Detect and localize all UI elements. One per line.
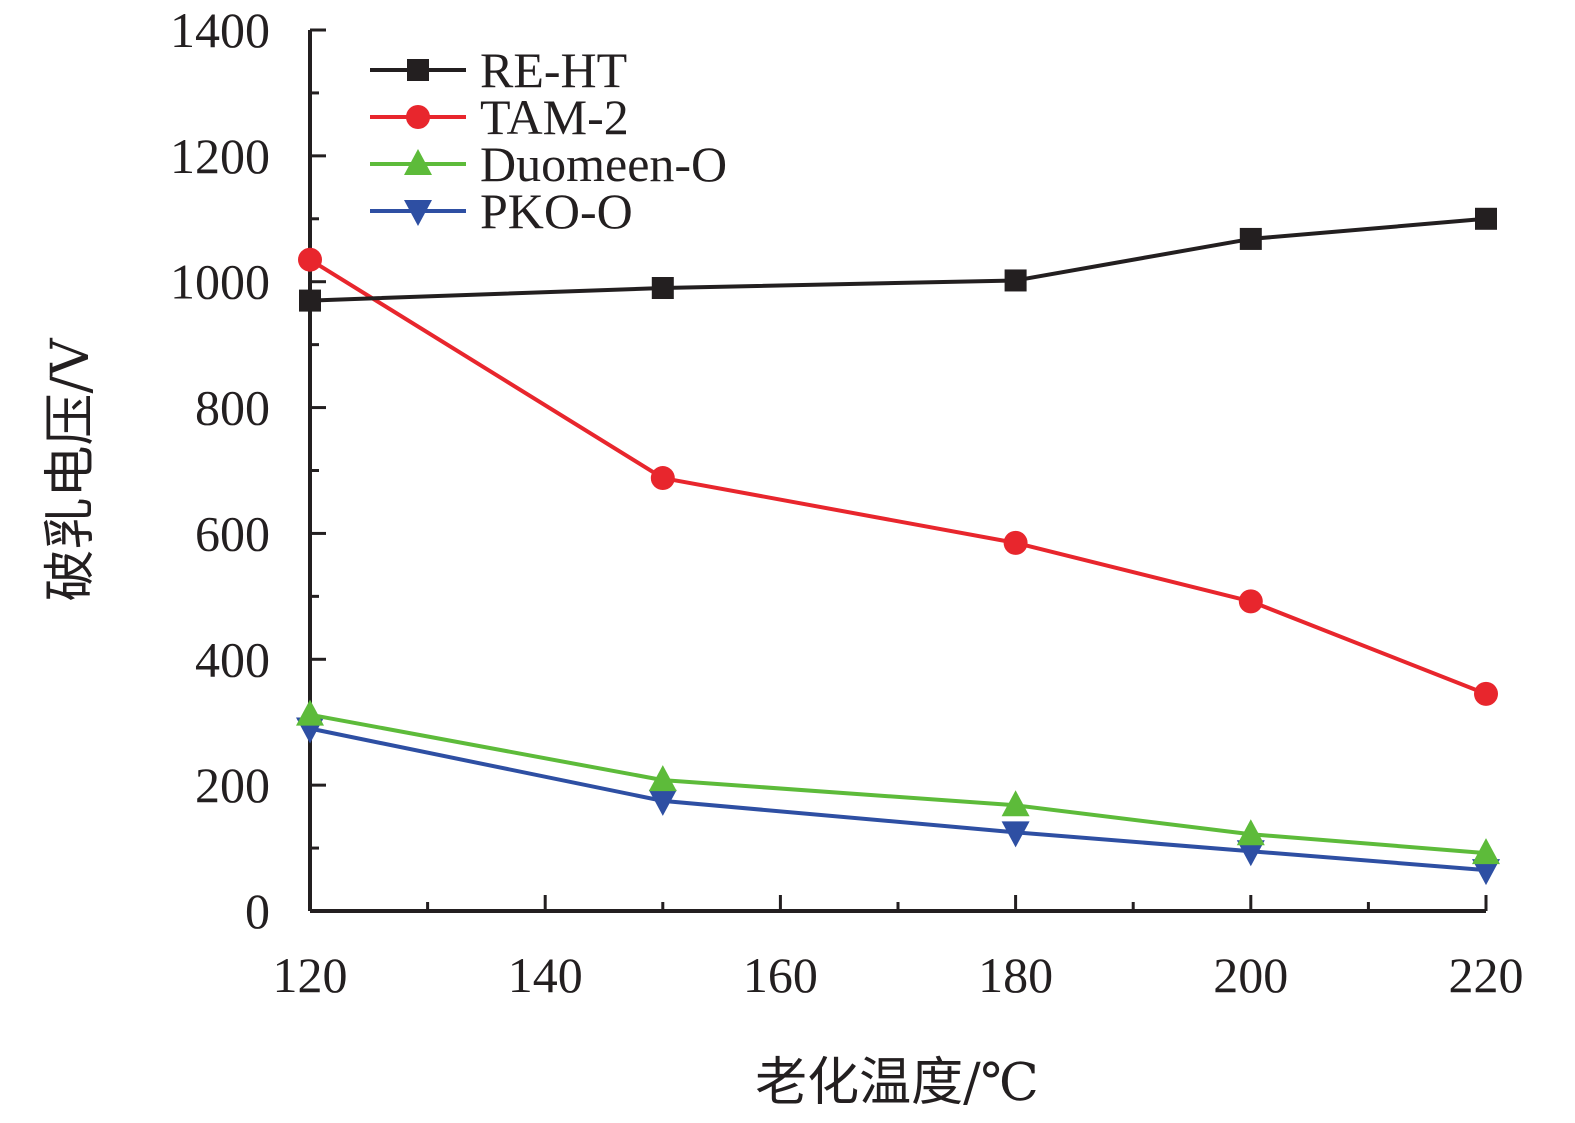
data-point	[296, 699, 324, 726]
legend-item: PKO-O	[370, 183, 633, 239]
data-point	[1236, 840, 1265, 867]
data-point	[1001, 821, 1030, 848]
y-tick-label: 200	[195, 757, 270, 813]
legend-label: RE-HT	[480, 42, 627, 98]
legend-swatch-marker	[404, 200, 432, 226]
data-point	[648, 765, 677, 792]
data-point	[1472, 859, 1500, 886]
legend-swatch-marker	[407, 59, 429, 81]
x-tick-label: 140	[508, 947, 583, 1003]
data-point	[1472, 838, 1500, 865]
series-line	[309, 726, 1487, 873]
data-point	[650, 466, 675, 491]
legend-label: PKO-O	[480, 183, 633, 239]
y-tick-label: 1200	[170, 128, 270, 184]
legend-item: Duomeen-O	[370, 136, 727, 192]
series-tam-2	[298, 247, 1498, 706]
x-tick-label: 200	[1213, 947, 1288, 1003]
x-tick-label: 180	[978, 947, 1053, 1003]
data-point	[1474, 681, 1498, 706]
legend-item: TAM-2	[370, 89, 629, 145]
data-point	[1004, 269, 1027, 292]
y-axis-title: 破乳电压/V	[41, 337, 101, 602]
series-line	[309, 712, 1487, 856]
legend-label: TAM-2	[480, 89, 629, 145]
data-point	[651, 277, 674, 300]
x-axis-ticks: 120 140 160 180 200 220	[273, 895, 1524, 1003]
y-tick-label: 0	[245, 883, 270, 939]
series-layer	[296, 207, 1500, 886]
data-point	[648, 789, 677, 816]
series-re-ht	[299, 207, 1497, 312]
data-point	[1238, 589, 1263, 614]
x-tick-label: 220	[1449, 947, 1524, 1003]
series-pko-o	[296, 717, 1500, 886]
y-tick-label: 800	[195, 380, 270, 436]
legend-swatch-marker	[406, 105, 430, 129]
data-point	[1001, 790, 1030, 817]
legend-item: RE-HT	[370, 42, 627, 98]
data-point	[298, 247, 322, 272]
x-axis-title: 老化温度/℃	[755, 1053, 1039, 1113]
legend-swatch-marker	[404, 149, 432, 175]
y-tick-label: 400	[195, 631, 270, 687]
x-tick-label: 160	[743, 947, 818, 1003]
y-tick-label: 600	[195, 505, 270, 561]
y-tick-label: 1400	[170, 2, 270, 58]
x-tick-label: 120	[273, 947, 348, 1003]
data-point	[1475, 207, 1497, 230]
y-tick-label: 1000	[170, 254, 270, 310]
data-point	[299, 289, 321, 312]
data-point	[1236, 819, 1265, 846]
data-point	[1239, 227, 1262, 250]
series-line	[308, 257, 1487, 696]
series-duomeen-o	[296, 699, 1500, 865]
y-axis-ticks: 0 200 400 600 800 1000 1200 1400	[170, 2, 326, 939]
legend-label: Duomeen-O	[480, 136, 727, 192]
data-point	[1003, 530, 1028, 555]
